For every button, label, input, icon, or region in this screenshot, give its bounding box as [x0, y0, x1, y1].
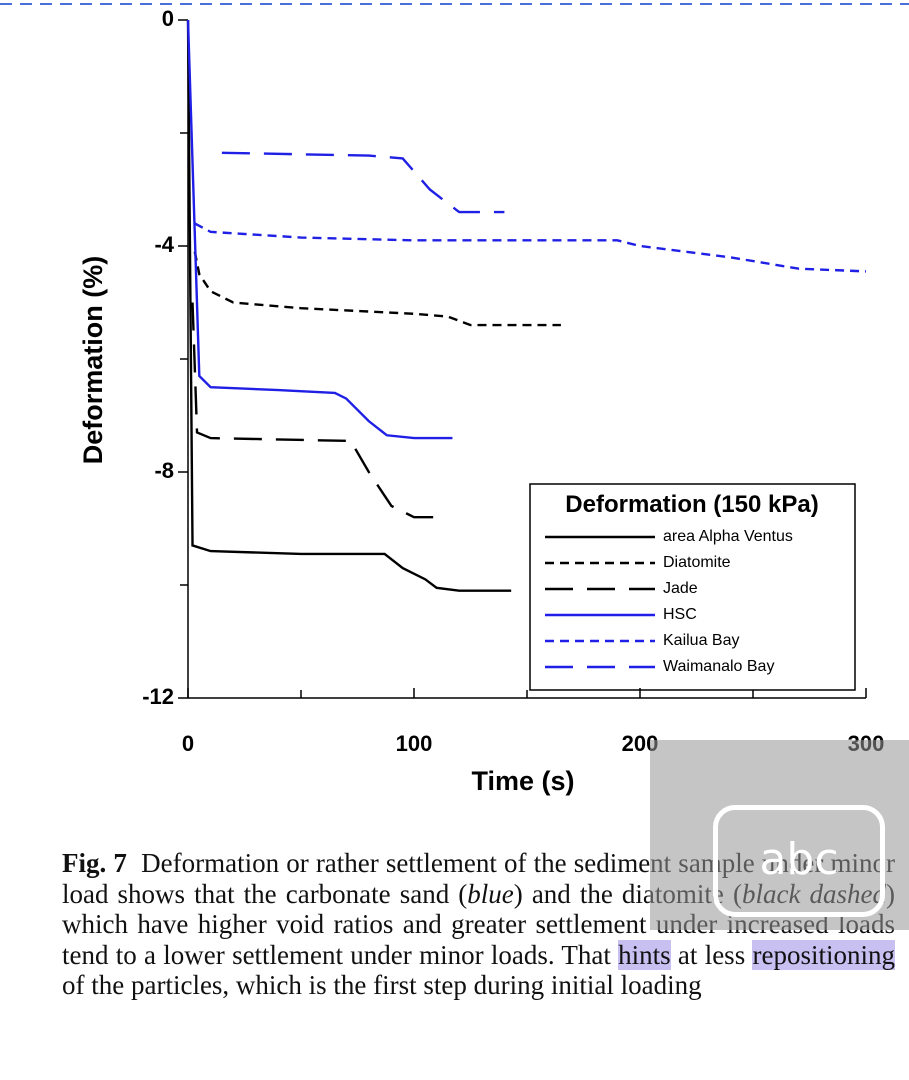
highlight[interactable]: repositioning: [752, 939, 895, 970]
legend-label: Waimanalo Bay: [663, 658, 774, 675]
series-line: [186, 19, 512, 592]
text-tool-button[interactable]: abc: [713, 805, 885, 917]
series-line: [221, 151, 505, 214]
series-line: [186, 19, 453, 440]
caption-text: at less: [670, 939, 753, 970]
x-tick-label: 100: [396, 731, 433, 756]
series-line: [194, 222, 867, 273]
y-axis-label: Deformation (%): [78, 256, 108, 465]
y-tick-label: -12: [142, 684, 174, 709]
y-tick-label: -8: [154, 458, 174, 483]
caption-label: Fig. 7: [62, 848, 127, 878]
legend-box: [529, 483, 856, 691]
x-tick-label: 0: [182, 731, 194, 756]
legend-title: Deformation (150 kPa): [565, 491, 818, 518]
series-line: [191, 302, 446, 519]
caption-text: of the particles, which is the first ste…: [62, 970, 702, 1001]
x-axis-label: Time (s): [471, 766, 574, 796]
caption-text: ) which have higher void ratios and grea…: [62, 879, 895, 970]
legend-label: Kailua Bay: [663, 632, 740, 649]
caption-italic: blue: [467, 878, 514, 909]
highlight[interactable]: hints: [618, 939, 671, 970]
legend-label: area Alpha Ventus: [663, 528, 793, 545]
legend-label: Jade: [663, 580, 698, 597]
y-tick-label: -4: [154, 232, 174, 257]
y-tick-label: 0: [162, 6, 174, 31]
legend-label: Diatomite: [663, 554, 731, 571]
chart: Time (s) Deformation (%) Deformation (15…: [0, 3, 909, 796]
legend-label: HSC: [663, 606, 697, 623]
series-line: [193, 251, 561, 327]
